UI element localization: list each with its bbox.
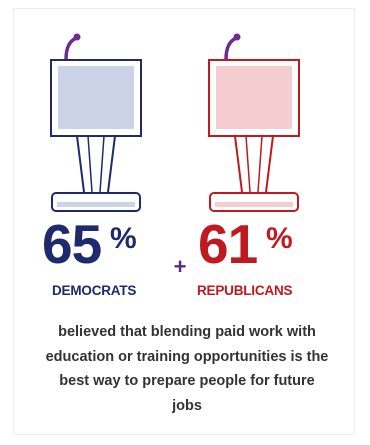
democrat-label: DEMOCRATS	[52, 283, 137, 298]
democrat-stat: 65 %	[42, 214, 162, 282]
democrat-podium-icon	[50, 33, 142, 212]
democrat-percent-sign: %	[110, 222, 137, 255]
democrat-percent: 65	[42, 213, 102, 275]
microphone-icon	[224, 36, 238, 62]
summary-text: believed that blending paid work with ed…	[45, 324, 329, 414]
republican-stat: 61 %	[198, 214, 328, 282]
plus-sign: +	[173, 254, 187, 279]
microphone-icon	[64, 36, 78, 62]
republican-podium-icon	[208, 33, 300, 212]
republican-percent: 61	[198, 213, 258, 275]
republican-label: REPUBLICANS	[197, 283, 293, 298]
republican-percent-sign: %	[266, 222, 293, 255]
